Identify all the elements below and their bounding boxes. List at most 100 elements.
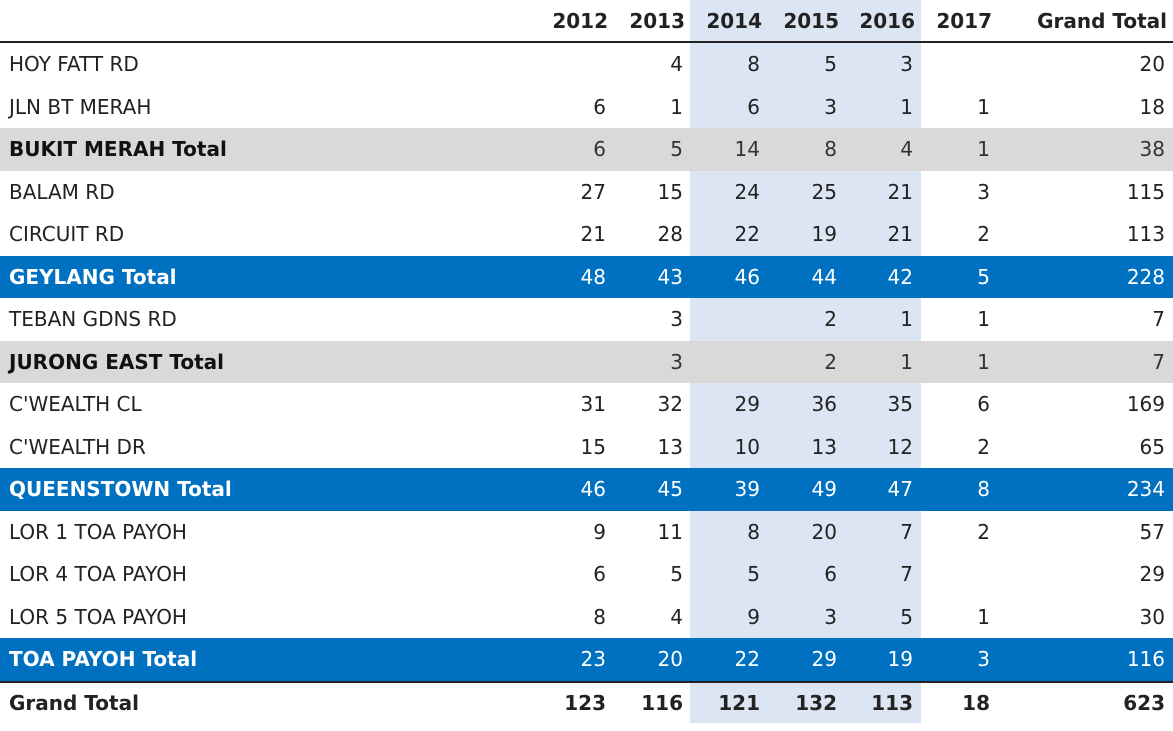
- value-cell: 116: [1126, 647, 1165, 672]
- value-cell: 22: [734, 647, 760, 672]
- row-label: LOR 1 TOA PAYOH: [9, 519, 187, 544]
- value-cell: 6: [747, 94, 760, 119]
- value-cell: 3: [824, 604, 837, 629]
- value-cell: 22: [734, 222, 760, 247]
- value-cell: [688, 341, 760, 384]
- value-cell: 4: [670, 52, 683, 77]
- value-cell: 6: [824, 562, 837, 587]
- subtotal-row: QUEENSTOWN Total 46 45 39 49 47 8 234: [0, 468, 1173, 511]
- value-cell: 31: [580, 392, 606, 417]
- value-cell: 36: [811, 392, 837, 417]
- value-cell: 1: [900, 349, 913, 374]
- column-header: 2015: [783, 8, 839, 33]
- subtotal-row: JURONG EAST Total 3 2 1 1 7: [0, 340, 1173, 384]
- value-cell: [526, 341, 606, 384]
- value-cell: 21: [887, 222, 913, 247]
- row-label: QUEENSTOWN Total: [9, 477, 232, 502]
- value-cell: 45: [657, 477, 683, 502]
- column-header: 2013: [629, 8, 685, 33]
- value-cell: 28: [657, 222, 683, 247]
- value-cell: 7: [1152, 349, 1165, 374]
- value-cell: 8: [824, 137, 837, 162]
- table-row: BALAM RD 27 15 24 25 21 3 115: [0, 171, 1173, 214]
- value-cell: 2: [824, 349, 837, 374]
- table-row: CIRCUIT RD 21 28 22 19 21 2 113: [0, 213, 1173, 256]
- value-cell: 8: [593, 604, 606, 629]
- value-cell: 2: [977, 434, 990, 459]
- value-cell: 8: [977, 477, 990, 502]
- value-cell: 7: [1152, 307, 1165, 332]
- value-cell: 8: [747, 52, 760, 77]
- table-row: LOR 4 TOA PAYOH 6 5 5 6 7 29: [0, 553, 1173, 596]
- value-cell: 29: [1139, 562, 1165, 587]
- value-cell: 5: [747, 562, 760, 587]
- value-cell: 29: [811, 647, 837, 672]
- table-row: TEBAN GDNS RD 3 2 1 1 7: [0, 298, 1173, 341]
- row-label: GEYLANG Total: [9, 264, 177, 289]
- row-label: TOA PAYOH Total: [9, 647, 198, 672]
- value-cell: 6: [977, 392, 990, 417]
- value-cell: 32: [657, 392, 683, 417]
- value-cell: 38: [1139, 137, 1165, 162]
- value-cell: 25: [811, 179, 837, 204]
- subtotal-row: TOA PAYOH Total 23 20 22 29 19 3 116: [0, 638, 1173, 681]
- value-cell: 5: [670, 562, 683, 587]
- value-cell: 1: [900, 94, 913, 119]
- value-cell: 623: [1123, 690, 1165, 715]
- value-cell: 234: [1126, 477, 1165, 502]
- column-header: 2014: [706, 8, 762, 33]
- value-cell: 3: [670, 349, 683, 374]
- value-cell: 6: [593, 137, 606, 162]
- value-cell: 46: [734, 264, 760, 289]
- column-header: 2017: [936, 8, 992, 33]
- column-header: 2016: [859, 8, 915, 33]
- value-cell: 19: [811, 222, 837, 247]
- value-cell: 113: [871, 690, 913, 715]
- value-cell: 18: [1139, 94, 1165, 119]
- row-label: LOR 4 TOA PAYOH: [9, 562, 187, 587]
- value-cell: 65: [1139, 434, 1165, 459]
- value-cell: 14: [734, 137, 760, 162]
- value-cell: 5: [900, 604, 913, 629]
- value-cell: 113: [1126, 222, 1165, 247]
- value-cell: 7: [900, 519, 913, 544]
- row-label: TEBAN GDNS RD: [9, 307, 177, 332]
- row-label: JLN BT MERAH: [9, 94, 152, 119]
- row-label: C'WEALTH DR: [9, 434, 146, 459]
- value-cell: 6: [593, 94, 606, 119]
- value-cell: 169: [1126, 392, 1165, 417]
- value-cell: 116: [641, 690, 683, 715]
- column-header: 2012: [552, 8, 608, 33]
- value-cell: 1: [977, 307, 990, 332]
- value-cell: 228: [1126, 264, 1165, 289]
- value-cell: 57: [1139, 519, 1165, 544]
- value-cell: 5: [824, 52, 837, 77]
- value-cell: 5: [977, 264, 990, 289]
- value-cell: 5: [670, 137, 683, 162]
- value-cell: 39: [734, 477, 760, 502]
- row-label: LOR 5 TOA PAYOH: [9, 604, 187, 629]
- table-row: C'WEALTH CL 31 32 29 36 35 6 169: [0, 383, 1173, 426]
- value-cell: 6: [593, 562, 606, 587]
- value-cell: 3: [977, 647, 990, 672]
- value-cell: 43: [657, 264, 683, 289]
- value-cell: 8: [747, 519, 760, 544]
- value-cell: 27: [580, 179, 606, 204]
- value-cell: 1: [670, 94, 683, 119]
- value-cell: 1: [977, 94, 990, 119]
- value-cell: 121: [718, 690, 760, 715]
- row-label: BUKIT MERAH Total: [9, 137, 227, 162]
- value-cell: 11: [657, 519, 683, 544]
- row-label: Grand Total: [9, 690, 139, 715]
- value-cell: 49: [811, 477, 837, 502]
- value-cell: 13: [811, 434, 837, 459]
- value-cell: 19: [887, 647, 913, 672]
- value-cell: [918, 553, 990, 596]
- table-row: LOR 1 TOA PAYOH 9 11 8 20 7 2 57: [0, 511, 1173, 554]
- value-cell: [526, 43, 606, 86]
- subtotal-row: GEYLANG Total 48 43 46 44 42 5 228: [0, 255, 1173, 298]
- value-cell: 15: [580, 434, 606, 459]
- value-cell: 15: [657, 179, 683, 204]
- row-label: C'WEALTH CL: [9, 392, 142, 417]
- value-cell: 12: [887, 434, 913, 459]
